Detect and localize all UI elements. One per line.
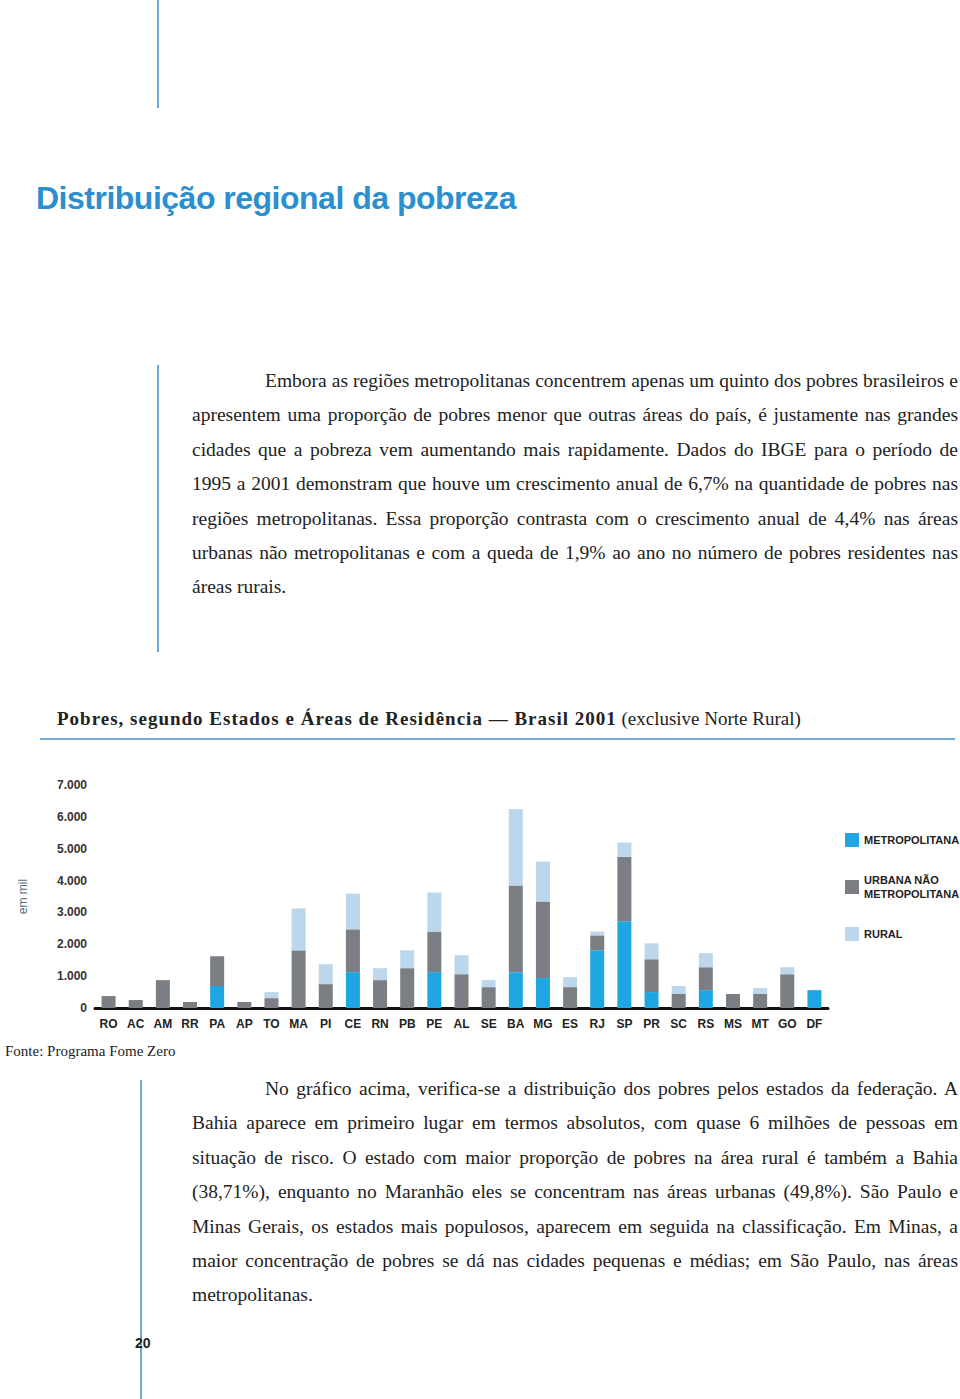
- svg-text:RS: RS: [697, 1017, 714, 1031]
- svg-text:MG: MG: [533, 1017, 552, 1031]
- html-text:20: 20: [135, 1335, 151, 1351]
- svg-text:AP: AP: [236, 1017, 253, 1031]
- svg-text:MS: MS: [724, 1017, 742, 1031]
- svg-text:AC: AC: [127, 1017, 145, 1031]
- svg-text:1.000: 1.000: [57, 969, 87, 983]
- svg-text:SE: SE: [481, 1017, 497, 1031]
- svg-text:7.000: 7.000: [57, 778, 87, 792]
- svg-text:3.000: 3.000: [57, 905, 87, 919]
- svg-text:GO: GO: [778, 1017, 797, 1031]
- svg-text:RURAL: RURAL: [864, 928, 903, 940]
- svg-text:PI: PI: [320, 1017, 331, 1031]
- svg-text:SC: SC: [670, 1017, 687, 1031]
- html-text:Fonte: Programa Fome Zero: Fonte: Programa Fome Zero: [5, 1043, 176, 1059]
- svg-text:RO: RO: [100, 1017, 118, 1031]
- svg-text:ES: ES: [562, 1017, 578, 1031]
- svg-text:5.000: 5.000: [57, 842, 87, 856]
- svg-text:0: 0: [80, 1001, 87, 1015]
- html-text:Pobres, segundo Estados e Área: Pobres, segundo Estados e Áreas de Resid…: [57, 708, 801, 729]
- svg-text:6.000: 6.000: [57, 810, 87, 824]
- svg-text:CE: CE: [345, 1017, 362, 1031]
- html-text:Embora as regiões metropolitan: Embora as regiões metropolitanas concent…: [192, 370, 958, 598]
- svg-text:RN: RN: [371, 1017, 388, 1031]
- html-text:Distribuição regional da pobre: Distribuição regional da pobreza: [36, 180, 517, 216]
- svg-text:METROPOLITANA: METROPOLITANA: [864, 834, 959, 846]
- svg-text:SP: SP: [616, 1017, 632, 1031]
- svg-text:PA: PA: [209, 1017, 225, 1031]
- svg-text:AL: AL: [454, 1017, 470, 1031]
- svg-text:MA: MA: [289, 1017, 308, 1031]
- svg-text:TO: TO: [263, 1017, 279, 1031]
- html-text:No gráfico acima, verifica-se: No gráfico acima, verifica-se a distribu…: [192, 1078, 958, 1306]
- svg-text:em mil: em mil: [16, 879, 30, 914]
- svg-text:4.000: 4.000: [57, 874, 87, 888]
- svg-text:PR: PR: [643, 1017, 660, 1031]
- svg-text:RR: RR: [181, 1017, 199, 1031]
- svg-text:METROPOLITANA: METROPOLITANA: [864, 888, 959, 900]
- svg-text:BA: BA: [507, 1017, 525, 1031]
- svg-text:RJ: RJ: [590, 1017, 605, 1031]
- svg-text:MT: MT: [751, 1017, 769, 1031]
- svg-text:2.000: 2.000: [57, 937, 87, 951]
- svg-text:DF: DF: [806, 1017, 822, 1031]
- svg-text:AM: AM: [154, 1017, 173, 1031]
- svg-text:URBANA NÃO: URBANA NÃO: [864, 874, 939, 886]
- svg-text:PB: PB: [399, 1017, 416, 1031]
- svg-text:PE: PE: [426, 1017, 442, 1031]
